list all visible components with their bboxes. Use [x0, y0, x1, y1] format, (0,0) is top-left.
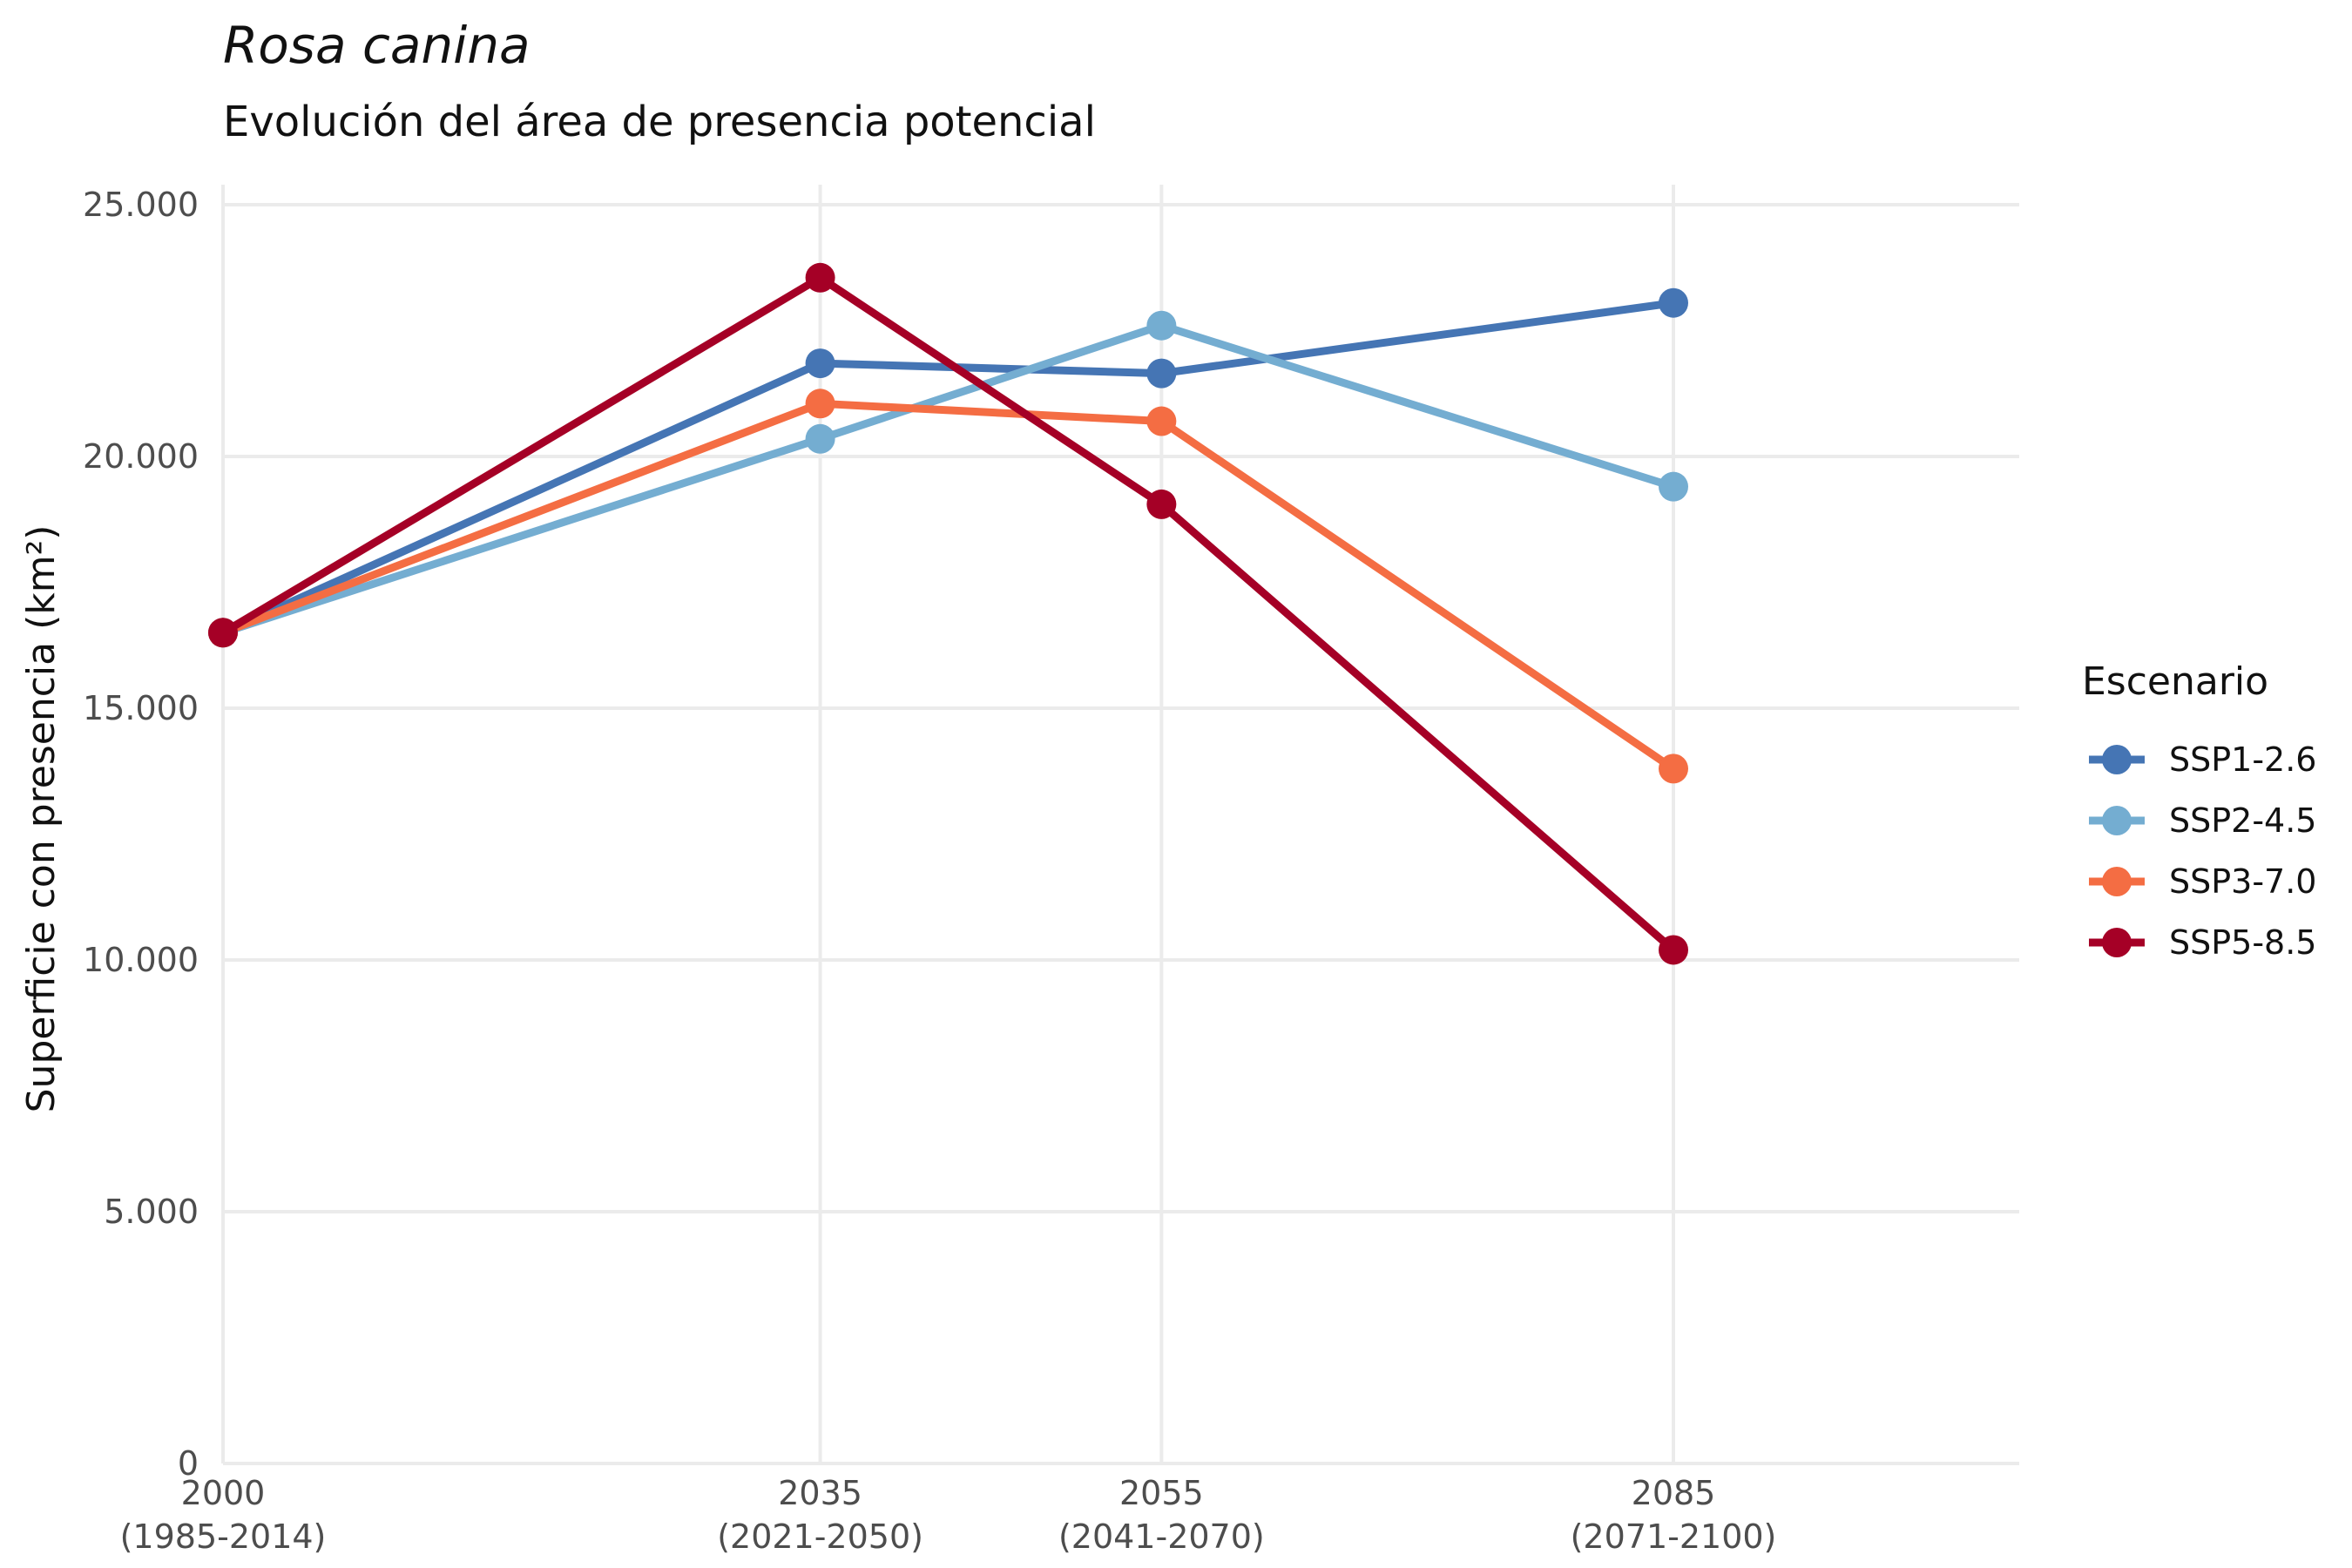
x-tick-label: 2085 — [1632, 1474, 1716, 1512]
legend-item: SSP1-2.6 — [2089, 740, 2316, 779]
data-point — [1659, 471, 1688, 502]
data-point — [208, 618, 238, 648]
series-ssp1-2.6 — [208, 287, 1688, 648]
series-line — [219, 299, 1678, 637]
legend-swatch-point — [2102, 928, 2132, 957]
legend-label: SSP2-4.5 — [2169, 801, 2316, 840]
series-layer — [208, 262, 1688, 965]
legend-swatch-point — [2102, 867, 2132, 896]
series-ssp3-7.0 — [208, 389, 1688, 784]
series-line — [219, 399, 1678, 773]
x-tick-label: 2055 — [1119, 1474, 1204, 1512]
data-point — [805, 423, 835, 454]
data-point — [805, 262, 835, 293]
y-tick-label: 10.000 — [83, 941, 199, 979]
legend-item: SSP3-7.0 — [2089, 862, 2316, 901]
legend-item: SSP2-4.5 — [2089, 801, 2316, 840]
y-tick-label: 15.000 — [83, 689, 199, 727]
y-tick-label: 25.000 — [83, 186, 199, 224]
y-tick-label: 0 — [178, 1444, 199, 1483]
legend-swatch-point — [2102, 745, 2132, 774]
data-point — [1146, 358, 1177, 389]
data-point — [1659, 287, 1688, 318]
x-tick-sublabel: (2071-2100) — [1571, 1517, 1777, 1556]
chart-subtitle: Evolución del área de presencia potencia… — [223, 98, 1096, 146]
x-tick-label: 2035 — [778, 1474, 862, 1512]
legend-label: SSP5-8.5 — [2169, 923, 2316, 962]
x-tick-label: 2000 — [181, 1474, 266, 1512]
legend-title: Escenario — [2082, 659, 2268, 704]
y-tick-label: 20.000 — [83, 437, 199, 476]
data-point — [1146, 489, 1177, 519]
legend-swatch-point — [2102, 806, 2132, 835]
grid — [221, 185, 2019, 1465]
legend-items: SSP1-2.6 SSP2-4.5 SSP3-7.0 SSP5-8.5 — [2089, 740, 2316, 962]
data-point — [1659, 754, 1688, 784]
axes: 0 5.000 10.000 15.000 20.000 25.000 2000 (1985-… — [83, 186, 1776, 1556]
data-point — [1146, 406, 1177, 436]
data-point — [805, 389, 835, 419]
y-tick-label: 5.000 — [104, 1193, 199, 1231]
series-ssp5-8.5 — [208, 262, 1688, 965]
legend-item: SSP5-8.5 — [2089, 923, 2316, 962]
x-tick-sublabel: (2021-2050) — [717, 1517, 923, 1556]
legend: Escenario SSP1-2.6 SSP2-4.5 SSP3-7.0 SSP5-8… — [2082, 659, 2316, 962]
chart-title: Rosa canina — [223, 16, 531, 75]
series-line — [219, 274, 1678, 954]
data-point — [1146, 310, 1177, 341]
legend-label: SSP3-7.0 — [2169, 862, 2316, 901]
data-point — [1659, 935, 1688, 965]
x-tick-sublabel: (2041-2070) — [1058, 1517, 1265, 1556]
series-line — [219, 321, 1678, 637]
x-tick-sublabel: (1985-2014) — [120, 1517, 327, 1556]
legend-label: SSP1-2.6 — [2169, 740, 2316, 779]
data-point — [805, 348, 835, 379]
y-axis-title: Superficie con presencia (km²) — [19, 525, 64, 1113]
